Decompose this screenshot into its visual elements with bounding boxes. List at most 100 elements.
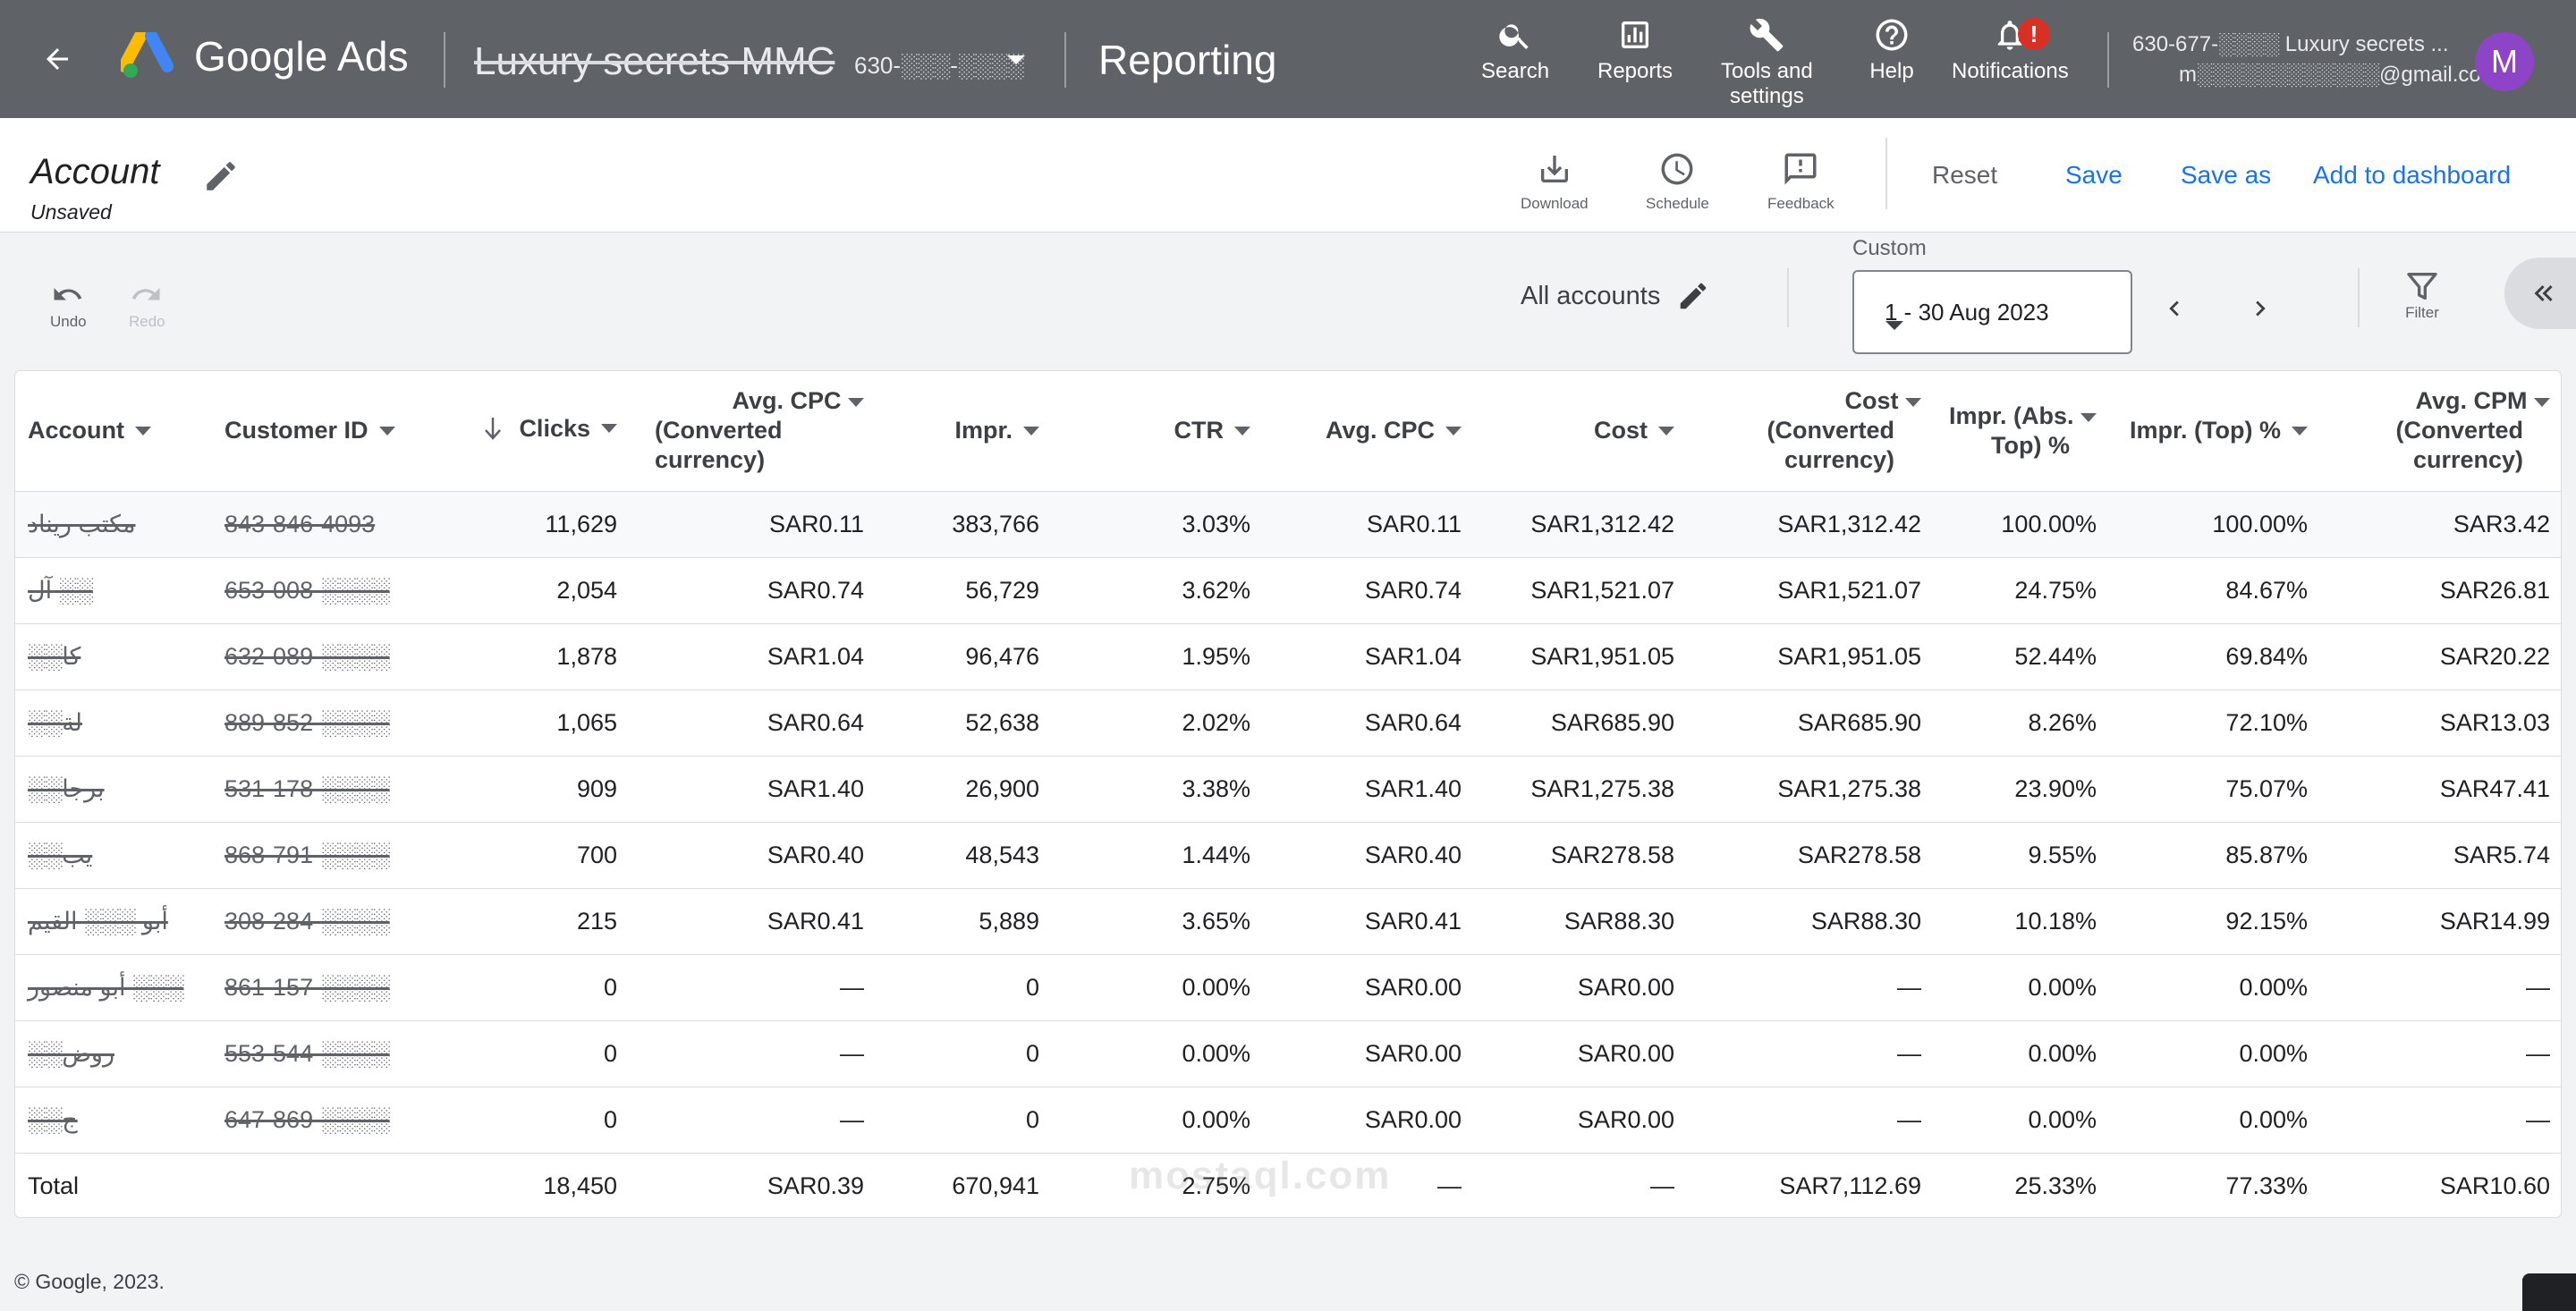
total-cell-avg-cpc: — (1437, 1171, 1462, 1199)
cell-account[interactable]: ░░ج (15, 1087, 212, 1154)
cell-cost: SAR1,312.42 (1474, 491, 1687, 558)
cell-account[interactable]: آل ░░ (15, 557, 212, 624)
total-cell-avg-cpc-converted: SAR0.39 (767, 1171, 864, 1199)
help-button[interactable]: Help (1869, 13, 1914, 84)
redo-button[interactable]: Redo (129, 277, 165, 331)
cell-account[interactable]: مكتب ريناد (15, 491, 212, 558)
feedback-button[interactable]: Feedback (1767, 147, 1835, 213)
cell-impr-top: 100.00% (2109, 491, 2320, 558)
cell-account[interactable]: أبو ░░░ القيم (15, 888, 212, 955)
cell-impr-top: 85.87% (2109, 822, 2320, 889)
save-as-button[interactable]: Save as (2181, 161, 2272, 189)
search-button[interactable]: Search (1481, 13, 1549, 84)
google-ads-logo-icon (121, 32, 174, 78)
date-range-selector[interactable]: 1 - 30 Aug 2023 (1852, 270, 2132, 354)
column-header-clicks[interactable]: Clicks (418, 371, 630, 492)
cell-customer-id: 868-791-░░░░ (212, 822, 418, 889)
report-controls: Undo Redo All accounts Custom 1 - 30 Aug… (0, 233, 2576, 368)
cell-impr-top: 0.00% (2109, 1087, 2320, 1154)
column-header-impr-top[interactable]: Impr. (Top) % (2109, 371, 2320, 492)
cell-avg-cpc-converted: SAR0.11 (630, 491, 877, 558)
filter-button[interactable]: Filter (2404, 268, 2440, 322)
previous-period-chevron-left-icon[interactable] (2159, 293, 2190, 328)
cell-account[interactable]: ░░يب (15, 822, 212, 889)
table-row[interactable]: مكتب ريناد 843-846-4093 11,629 SAR0.11 383,7… (15, 491, 2561, 558)
account-name[interactable]: Luxury secrets MMC (474, 39, 835, 83)
column-header-impr[interactable]: Impr. (877, 371, 1052, 492)
reports-icon (1613, 13, 1657, 57)
cell-impr: 0 (877, 1087, 1052, 1154)
reset-button[interactable]: Reset (1932, 161, 1998, 189)
back-arrow-icon[interactable] (34, 36, 80, 82)
reports-button[interactable]: Reports (1597, 13, 1673, 84)
account-scope-selector[interactable]: All accounts (1521, 279, 1710, 313)
add-to-dashboard-button[interactable]: Add to dashboard (2313, 161, 2512, 189)
column-header-avg-cpc[interactable]: Avg. CPC (1263, 371, 1474, 492)
table-row[interactable]: ░░يب 868-791-░░░░ 700 SAR0.40 48,543 1.44% SAR… (15, 822, 2561, 889)
cell-cost: SAR1,951.05 (1474, 623, 1687, 690)
column-header-account[interactable]: Account (15, 371, 212, 492)
total-cell-customer-id (212, 1153, 418, 1217)
cell-impr: 56,729 (877, 557, 1052, 624)
undo-icon (54, 288, 82, 300)
clock-icon (1655, 147, 1699, 191)
sort-caret-icon (1905, 398, 1921, 408)
divider (1885, 138, 1887, 209)
column-header-avg-cpm-converted[interactable]: Avg. CPM (Converted currency) (2320, 371, 2561, 492)
avatar[interactable]: M (2475, 32, 2534, 91)
table-row[interactable]: ░░روض 553-544-░░░░ 0—0 0.00% SAR0.00 SAR0.00—… (15, 1020, 2561, 1087)
table-row[interactable]: ░░كا 632-089-░░░░ 1,878 SAR1.04 96,476 1.95% S… (15, 623, 2561, 690)
cell-account[interactable]: ░░كا (15, 623, 212, 690)
save-button[interactable]: Save (2065, 161, 2123, 189)
cell-impr-top: 92.15% (2109, 888, 2320, 955)
cell-impr-abs-top: 23.90% (1934, 756, 2109, 823)
column-header-ctr[interactable]: CTR (1052, 371, 1263, 492)
column-header-customer-id[interactable]: Customer ID (212, 371, 418, 492)
sort-caret-icon (135, 426, 151, 436)
user-email[interactable]: m░░░░░░░░░░░░@gmail.com (2179, 63, 2499, 87)
collapse-panel-button[interactable] (2504, 258, 2576, 329)
table-row[interactable]: ░░برجا 531-178-░░░░ 909 SAR1.40 26,900 3.38% S… (15, 756, 2561, 823)
table-row[interactable]: أبو منصور ░░░ 861-157-░░░░ 0—0 0.00% SAR0.00… (15, 954, 2561, 1021)
edit-title-pencil-icon[interactable] (202, 157, 240, 199)
cell-cost: SAR0.00 (1474, 1020, 1687, 1087)
corner-widget[interactable] (2522, 1273, 2576, 1311)
cell-avg-cpm-converted: SAR20.22 (2320, 623, 2561, 690)
sort-caret-icon (848, 398, 864, 408)
undo-button[interactable]: Undo (50, 277, 87, 331)
cell-customer-id: 653-008-░░░░ (212, 557, 418, 624)
cell-ctr: 3.62% (1052, 557, 1263, 624)
cell-account[interactable]: ░░لة (15, 689, 212, 757)
cell-cost: SAR1,521.07 (1474, 557, 1687, 624)
column-header-impr-abs-top[interactable]: Impr. (Abs. Top) % (1934, 371, 2109, 492)
cell-account[interactable]: أبو منصور ░░░ (15, 954, 212, 1021)
column-header-cost-converted[interactable]: Cost (Converted currency) (1687, 371, 1934, 492)
tools-settings-button[interactable]: Tools and settings (1721, 13, 1813, 109)
google-ads-logo[interactable]: Google Ads (121, 32, 409, 80)
column-header-cost[interactable]: Cost (1474, 371, 1687, 492)
table-total-row: Total 18,450 SAR0.39 670,941 2.75% — — SAR7,112… (15, 1153, 2561, 1217)
cell-account[interactable]: ░░برجا (15, 756, 212, 823)
account-id: 630-░░░-░░░░ (854, 52, 1024, 79)
column-header-avg-cpc-converted[interactable]: Avg. CPC (Converted currency) (630, 371, 877, 492)
cell-customer-id: 861-157-░░░░ (212, 954, 418, 1021)
table-row[interactable]: آل ░░ 653-008-░░░░ 2,054 SAR0.74 56,729 3.62%… (15, 557, 2561, 624)
download-button[interactable]: Download (1521, 147, 1589, 213)
bell-icon (1987, 13, 2032, 57)
table-row[interactable]: أبو ░░░ القيم 308-284-░░░░ 215 SAR0.41 5,889… (15, 888, 2561, 955)
notifications-button[interactable]: Notifications ! (1952, 13, 2069, 84)
next-period-chevron-right-icon[interactable] (2245, 293, 2275, 328)
sort-caret-icon (1023, 426, 1039, 436)
user-account-info[interactable]: 630-677-░░░░ Luxury secrets ... (2132, 32, 2449, 56)
table-row[interactable]: ░░لة 889-852-░░░░ 1,065 SAR0.64 52,638 2.02% S… (15, 689, 2561, 757)
schedule-button[interactable]: Schedule (1646, 147, 1709, 213)
total-cell-impr: 670,941 (952, 1171, 1039, 1199)
cell-ctr: 3.03% (1052, 491, 1263, 558)
table-row[interactable]: ░░ج 647-869-░░░░ 0—0 0.00% SAR0.00 SAR0.00—0.… (15, 1087, 2561, 1154)
cell-avg-cpm-converted: — (2320, 1087, 2561, 1154)
cell-avg-cpc-converted: SAR1.40 (630, 756, 877, 823)
cell-clicks: 1,065 (418, 689, 630, 757)
cell-cost: SAR685.90 (1474, 689, 1687, 757)
cell-account[interactable]: ░░روض (15, 1020, 212, 1087)
account-dropdown-icon[interactable] (1005, 54, 1027, 72)
